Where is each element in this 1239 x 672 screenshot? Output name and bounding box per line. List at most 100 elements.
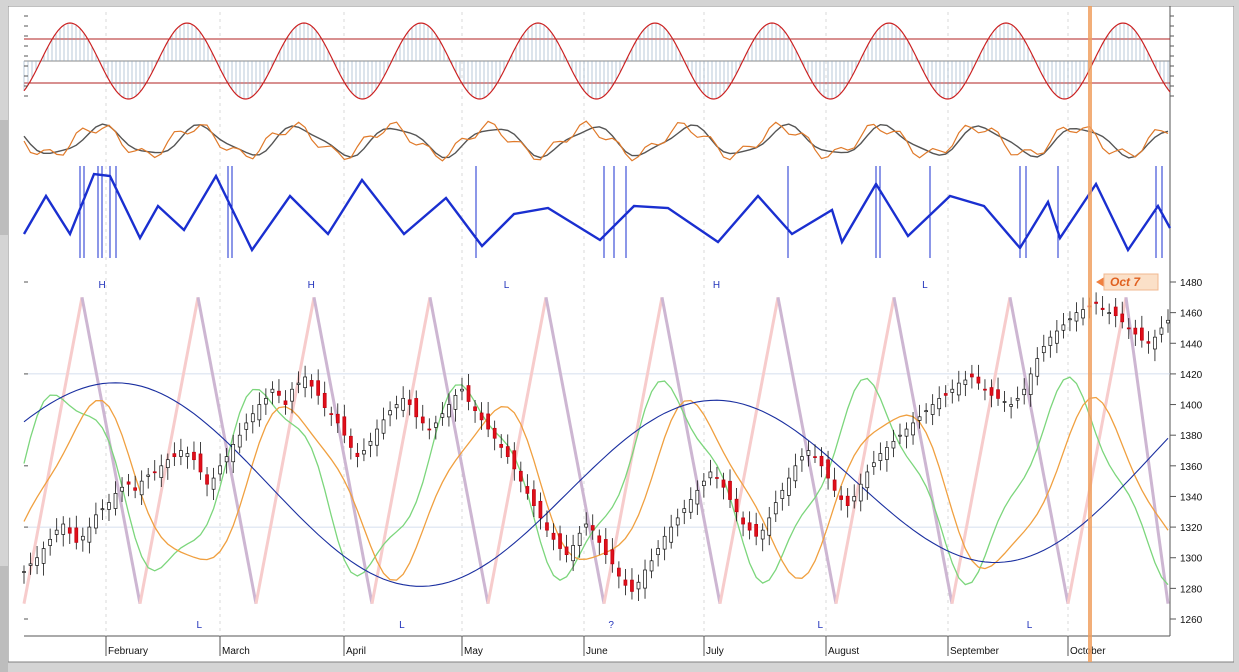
- cycle-projection-line: [1008, 297, 1070, 604]
- price-tick-label: 1320: [1180, 523, 1203, 534]
- price-candle: [845, 495, 850, 506]
- price-candle: [407, 399, 412, 405]
- price-candle: [1022, 388, 1027, 396]
- price-candle: [970, 373, 974, 378]
- price-candle: [682, 508, 687, 513]
- oct-7-vertical-line: [1088, 6, 1092, 662]
- oct-7-callout-label: Oct 7: [1110, 275, 1141, 289]
- price-tick-label: 1400: [1180, 401, 1203, 412]
- price-candle: [1009, 404, 1013, 407]
- cycle-projection-line: [254, 297, 316, 604]
- price-candle: [930, 404, 935, 415]
- price-candle: [564, 546, 569, 556]
- price-candle: [316, 380, 321, 396]
- price-candle: [505, 446, 510, 457]
- stochastic-fast-line: [23, 120, 1169, 162]
- price-candle: [87, 526, 92, 543]
- price-candle: [747, 522, 752, 531]
- price-candle: [708, 471, 713, 479]
- price-candle: [1068, 318, 1072, 321]
- pivot-label: H: [98, 280, 105, 291]
- plot-background: [8, 6, 1234, 663]
- price-candle: [205, 474, 209, 485]
- price-candle: [244, 422, 249, 430]
- price-candle: [224, 456, 229, 463]
- price-candle: [656, 548, 660, 556]
- price-candle: [1107, 312, 1112, 314]
- pivot-label: L: [818, 620, 824, 631]
- cycle-projection-line: [544, 297, 606, 604]
- price-candle: [1133, 327, 1138, 335]
- price-candle: [610, 549, 615, 565]
- price-candle: [577, 532, 582, 546]
- price-candle: [270, 388, 275, 393]
- price-candle: [767, 517, 772, 536]
- price-candle: [61, 523, 66, 535]
- left-edge-marker: [0, 566, 8, 672]
- price-candle: [702, 480, 706, 486]
- month-label: April: [346, 646, 366, 657]
- price-candle: [231, 444, 236, 463]
- price-candle: [891, 440, 896, 449]
- price-candle: [414, 398, 419, 418]
- price-candle: [1041, 345, 1046, 354]
- price-candle: [120, 486, 124, 492]
- price-candle: [813, 456, 817, 458]
- price-candle: [355, 452, 360, 457]
- price-candle: [1140, 327, 1144, 341]
- pivot-label: L: [922, 280, 928, 291]
- price-candle: [1061, 324, 1066, 331]
- price-candle: [264, 398, 268, 405]
- cycle-projection-line: [892, 297, 954, 604]
- price-candle: [342, 416, 347, 436]
- price-tick-label: 1360: [1180, 462, 1203, 473]
- price-candle: [250, 413, 255, 423]
- price-candle: [950, 388, 955, 393]
- price-candle: [466, 385, 471, 402]
- price-candle: [636, 581, 641, 590]
- price-candle: [401, 398, 406, 411]
- cycle-projection-line: [950, 297, 1012, 604]
- price-candle: [198, 453, 203, 473]
- price-candle: [688, 499, 693, 513]
- cycle-projection-line: [1124, 297, 1170, 604]
- price-tick-label: 1480: [1180, 278, 1203, 289]
- cycle-projection-line: [486, 297, 548, 604]
- price-candle: [427, 428, 432, 431]
- price-candle: [538, 500, 543, 519]
- price-tick-label: 1420: [1180, 370, 1203, 381]
- price-candle: [309, 380, 314, 387]
- month-label: February: [108, 646, 148, 657]
- pivot-label: L: [197, 620, 203, 631]
- cycle-projection-line: [660, 297, 722, 604]
- price-tick-label: 1260: [1180, 615, 1203, 626]
- price-candle: [885, 447, 889, 460]
- price-candle: [80, 535, 85, 541]
- price-candle: [290, 388, 294, 402]
- price-candle: [192, 451, 196, 461]
- price-candle: [996, 389, 1000, 399]
- orange-oscillator-line: [23, 396, 1169, 581]
- price-candle: [1113, 306, 1118, 317]
- price-tick-label: 1380: [1180, 431, 1203, 442]
- left-edge-marker: [0, 120, 8, 235]
- price-candle: [394, 404, 399, 409]
- price-candle: [1153, 336, 1157, 350]
- price-candle: [558, 533, 562, 549]
- price-candle: [983, 388, 987, 391]
- price-candle: [832, 479, 837, 491]
- price-candle: [597, 535, 602, 543]
- cycle-projection-line: [428, 297, 490, 604]
- month-label: June: [586, 646, 608, 657]
- price-candle: [381, 419, 386, 434]
- cycle-chart: February March April May June July August Septe…: [8, 6, 1234, 663]
- price-candle: [335, 413, 340, 424]
- price-candle: [107, 502, 111, 510]
- price-candle: [937, 398, 942, 410]
- price-candle: [283, 400, 288, 405]
- price-candle: [133, 487, 137, 491]
- price-candle: [159, 465, 164, 478]
- price-candle: [322, 392, 327, 408]
- price-candle: [473, 406, 477, 412]
